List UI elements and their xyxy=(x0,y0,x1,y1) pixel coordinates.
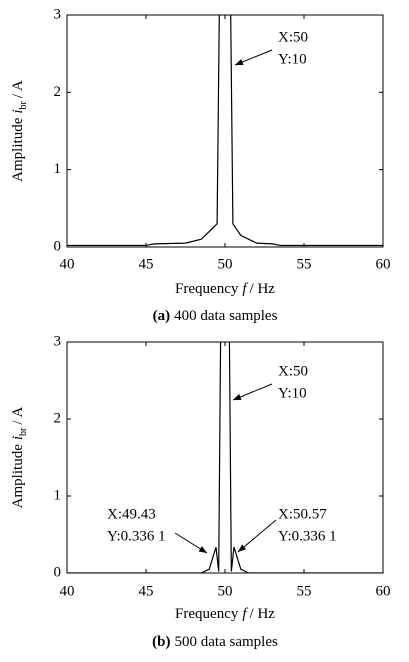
x-tick-label: 50 xyxy=(218,583,233,599)
y-tick-label: 2 xyxy=(54,84,62,100)
annotation-text: X:50 xyxy=(278,363,308,379)
x-tick-label: 40 xyxy=(60,583,75,599)
x-tick-label: 60 xyxy=(376,583,391,599)
y-label-unit: / A xyxy=(10,80,26,98)
y-label-text: Amplitude xyxy=(10,117,26,182)
y-label-subscript: br xyxy=(18,427,29,436)
x-axis-label: Frequency f / Hz xyxy=(175,606,275,622)
x-tick-label: 60 xyxy=(376,256,391,272)
y-label-text: Amplitude xyxy=(10,444,26,509)
y-label-symbol: i xyxy=(10,436,26,440)
plot-frame xyxy=(66,14,384,248)
caption-text: 400 data samples xyxy=(174,308,277,324)
x-axis-label: Frequency f / Hz xyxy=(175,281,275,297)
y-tick-label: 1 xyxy=(54,487,62,503)
caption: (a) 400 data samples xyxy=(153,308,278,324)
y-label-subscript: br xyxy=(18,100,29,109)
x-label-text: Frequency xyxy=(175,281,239,297)
y-label-symbol: i xyxy=(10,109,26,113)
annotation-arrow xyxy=(237,519,277,553)
annotation-text: Y:10 xyxy=(278,385,307,401)
annotation-text: Y:0.336 1 xyxy=(107,528,166,544)
x-tick-label: 40 xyxy=(60,256,75,272)
caption-tag: (a) xyxy=(153,308,171,324)
y-tick-label: 0 xyxy=(54,238,62,254)
data-line xyxy=(67,342,383,573)
annotation-arrow xyxy=(234,49,273,66)
x-tick-label: 55 xyxy=(297,256,312,272)
y-label-unit: / A xyxy=(10,407,26,425)
x-tick-label: 45 xyxy=(139,583,154,599)
annotation-text: X:50.57 xyxy=(278,506,327,522)
annotation-arrow xyxy=(174,532,208,554)
caption-text: 500 data samples xyxy=(175,634,278,650)
x-tick-label: 55 xyxy=(297,583,312,599)
x-label-symbol: f xyxy=(242,606,248,622)
annotation-text: Y:0.336 1 xyxy=(278,528,337,544)
x-label-unit: / Hz xyxy=(250,281,276,297)
annotation-text: Y:10 xyxy=(278,51,307,67)
x-label-symbol: f xyxy=(242,281,248,297)
x-label-text: Frequency xyxy=(175,606,239,622)
caption-tag: (b) xyxy=(152,634,170,650)
y-tick-label: 3 xyxy=(54,333,62,349)
annotation-text: X:49.43 xyxy=(107,506,156,522)
y-axis-label: Amplitude ibr / A xyxy=(10,407,29,509)
x-tick-label: 50 xyxy=(218,256,233,272)
y-tick-label: 0 xyxy=(54,564,62,580)
x-label-unit: / Hz xyxy=(250,606,276,622)
y-tick-label: 1 xyxy=(54,161,62,177)
data-line xyxy=(67,15,383,247)
y-tick-label: 2 xyxy=(54,410,62,426)
caption: (b) 500 data samples xyxy=(152,634,278,650)
y-tick-label: 3 xyxy=(54,6,62,22)
annotation-text: X:50 xyxy=(278,29,308,45)
annotation-arrow xyxy=(232,383,273,401)
x-tick-label: 45 xyxy=(139,256,154,272)
y-axis-label: Amplitude ibr / A xyxy=(10,80,29,182)
